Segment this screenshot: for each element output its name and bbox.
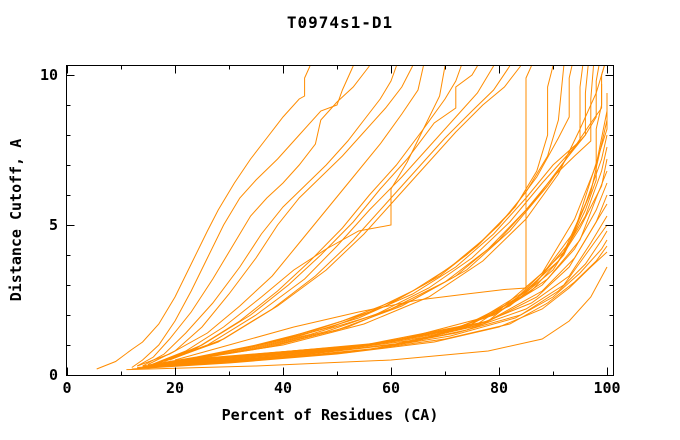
x-axis-label: Percent of Residues (CA) xyxy=(221,406,439,424)
model-curve xyxy=(147,65,446,367)
model-curve xyxy=(158,65,478,364)
model-curve xyxy=(153,65,573,365)
model-curve xyxy=(142,224,608,368)
model-curve xyxy=(174,65,532,361)
y-tick-label: 0 xyxy=(49,366,58,384)
model-curve xyxy=(131,65,354,368)
model-curve xyxy=(180,84,603,361)
x-tick-label: 0 xyxy=(62,379,71,397)
curves-group xyxy=(96,65,608,371)
x-tick-label: 100 xyxy=(593,379,620,397)
chart-title: T0974s1-D1 xyxy=(286,13,394,32)
model-curve xyxy=(126,266,608,371)
y-tick-label: 10 xyxy=(40,66,58,84)
model-curve xyxy=(169,105,608,362)
model-curve xyxy=(153,65,462,365)
model-curve xyxy=(147,65,414,365)
x-tick-label: 60 xyxy=(382,379,400,397)
model-curve xyxy=(96,65,311,370)
model-curve xyxy=(174,65,600,362)
model-curve xyxy=(142,65,397,367)
model-curve xyxy=(169,65,521,361)
model-curve xyxy=(185,65,605,361)
model-curve xyxy=(169,65,594,364)
model-curve xyxy=(137,65,424,367)
x-tick-label: 80 xyxy=(490,379,508,397)
plot-frame xyxy=(66,65,614,376)
model-curve xyxy=(158,158,608,365)
model-curve xyxy=(174,93,608,362)
y-tick-label: 5 xyxy=(49,216,58,234)
model-curve xyxy=(158,65,495,364)
x-tick-label: 40 xyxy=(274,379,292,397)
model-curve xyxy=(164,65,589,364)
x-tick-label: 20 xyxy=(166,379,184,397)
model-curve xyxy=(158,65,584,365)
model-curve xyxy=(136,65,370,367)
